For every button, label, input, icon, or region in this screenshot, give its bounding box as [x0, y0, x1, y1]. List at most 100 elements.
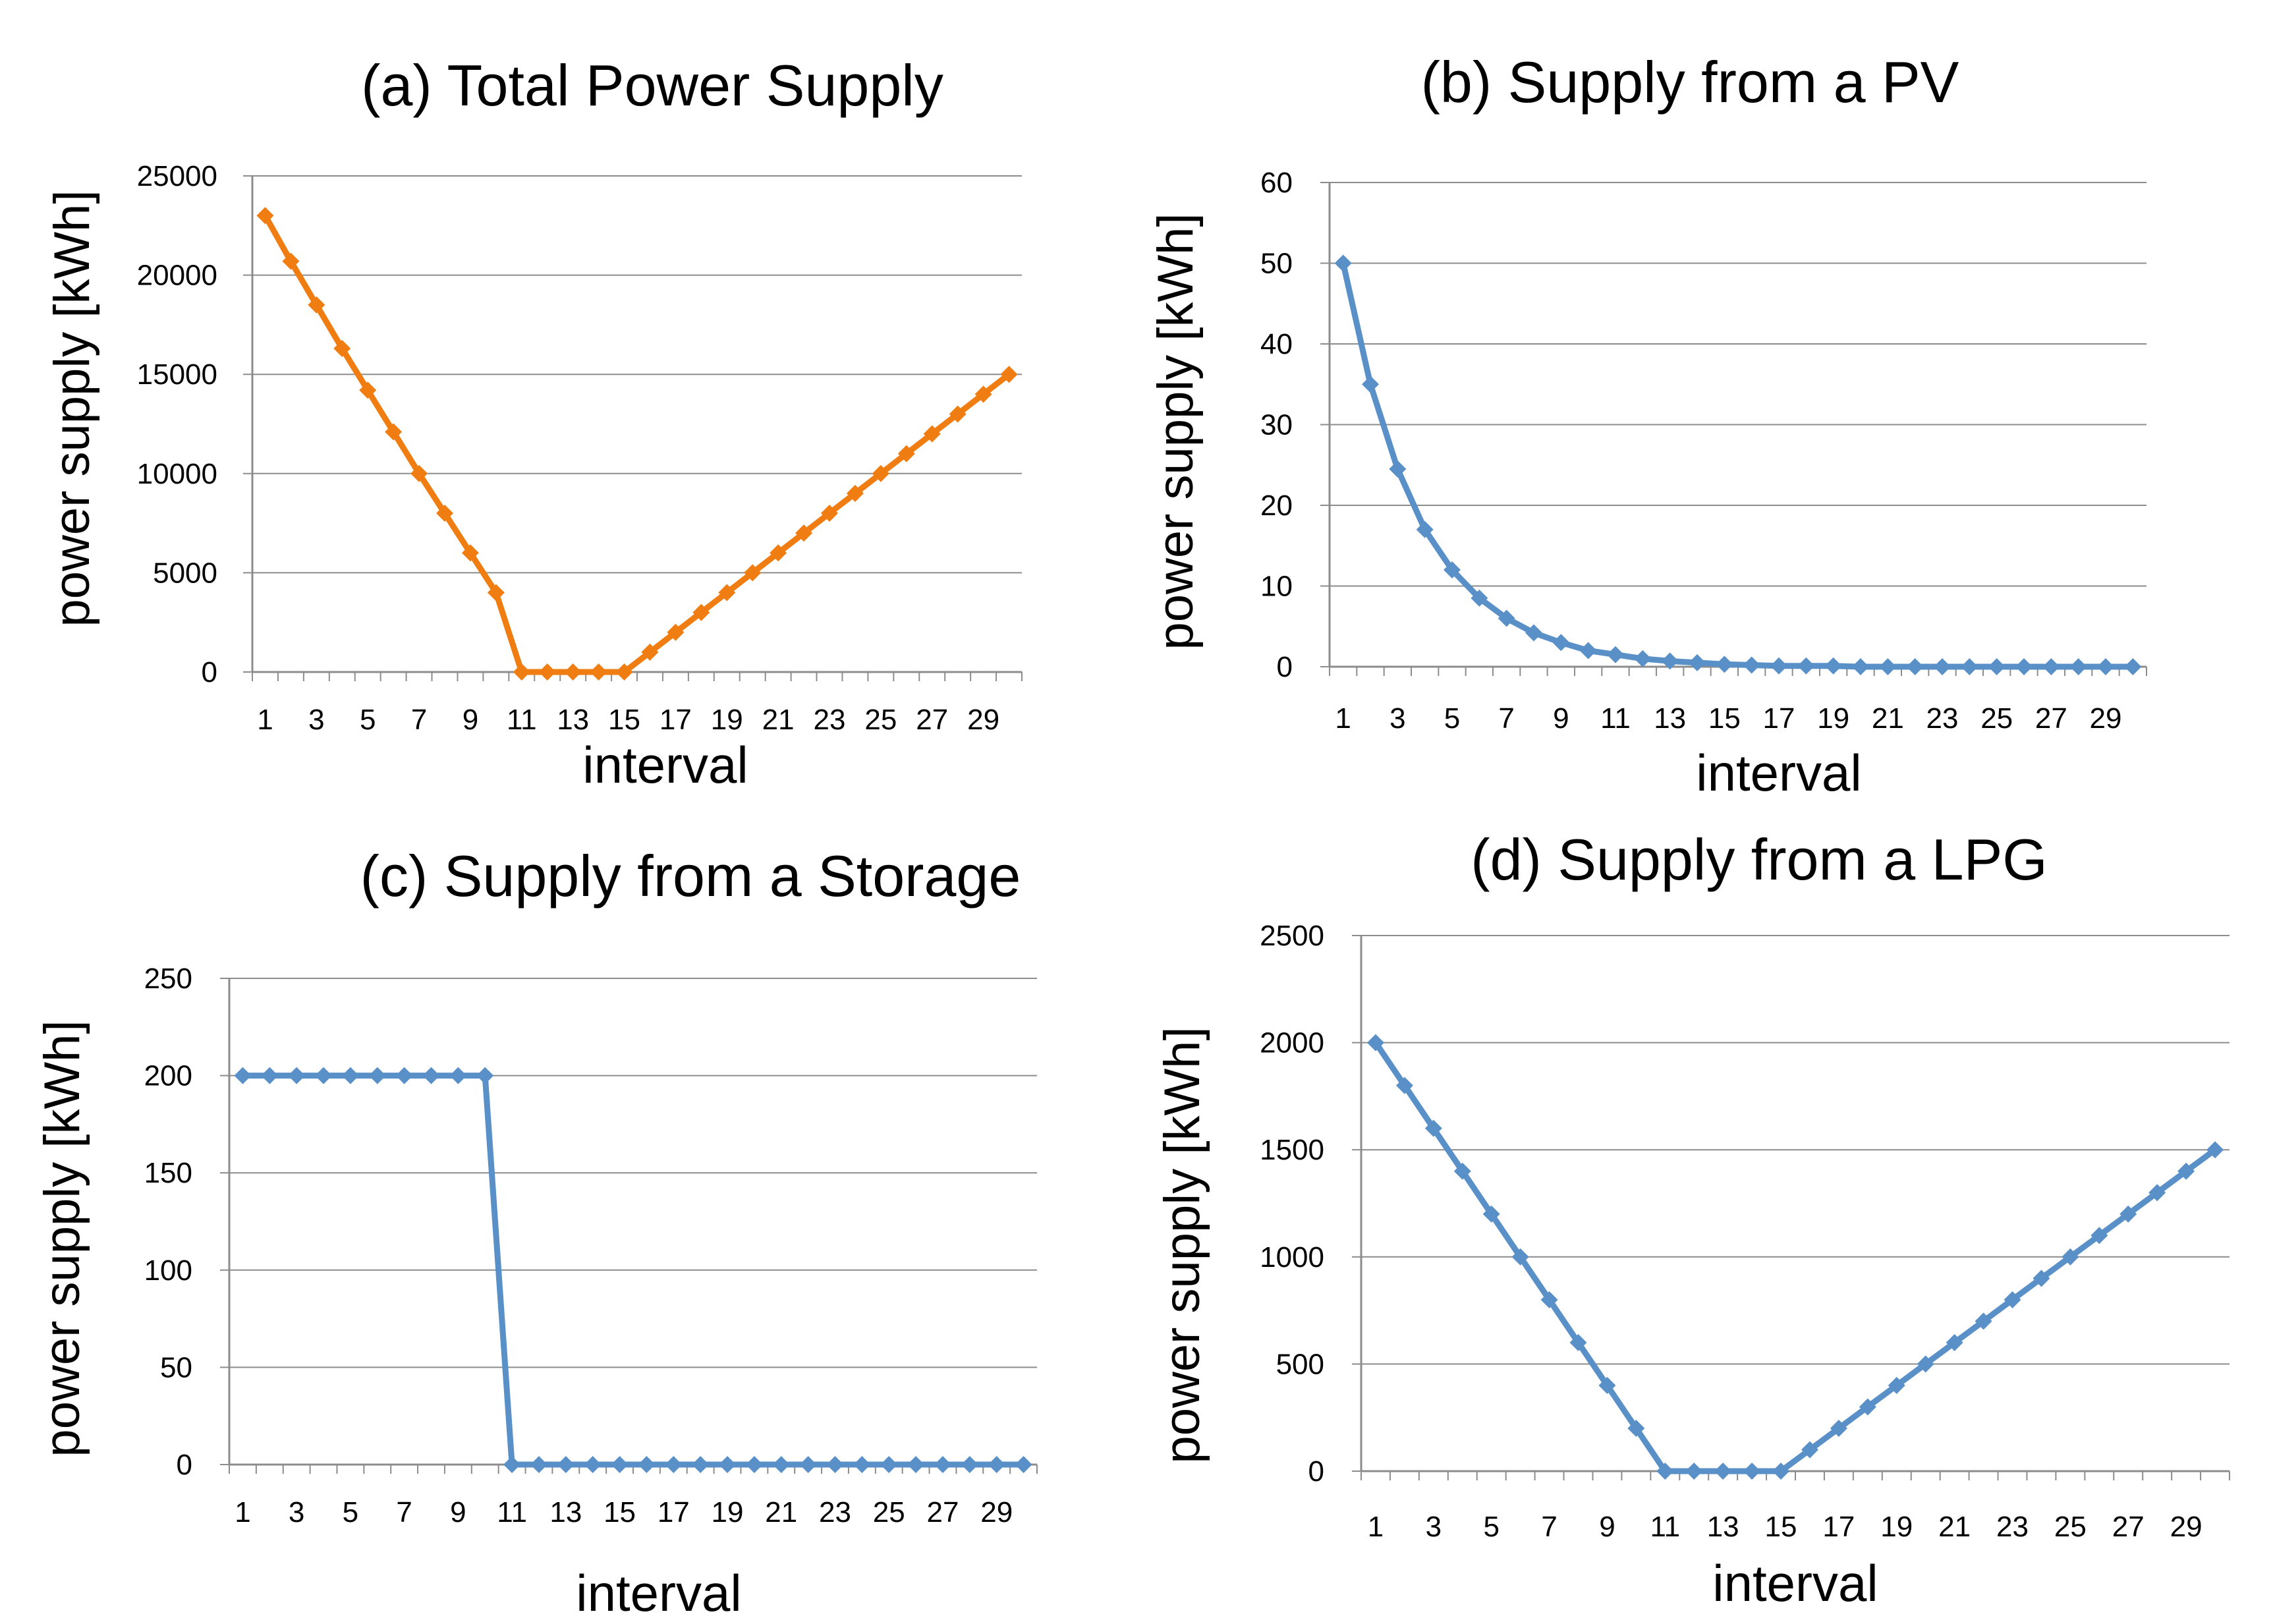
chart-d-data-point [1424, 1119, 1442, 1137]
chart-c-ytick-label: 150 [144, 1157, 192, 1189]
chart-d-ylabel: power supply [kWh] [1154, 1026, 1210, 1463]
chart-d-data-point [1598, 1376, 1616, 1394]
chart-a-xtick-label: 15 [608, 704, 640, 736]
chart-d-xtick-label: 11 [1650, 1511, 1680, 1543]
chart-d-xtick-label: 23 [1996, 1511, 2029, 1543]
chart-d-xtick-label: 5 [1483, 1511, 1499, 1543]
chart-c-data-point [934, 1456, 951, 1473]
chart-c-data-point [449, 1067, 467, 1084]
chart-c-data-point [530, 1456, 547, 1473]
chart-a-data-point [974, 385, 992, 403]
chart-c-data-point [368, 1067, 386, 1084]
chart-a-ytick-label: 10000 [137, 458, 217, 490]
chart-b-data-point [1689, 654, 1706, 671]
chart-d-title: (d) Supply from a LPG [1471, 827, 2047, 892]
chart-d-xtick-label: 13 [1707, 1511, 1739, 1543]
chart-b-data-point [2097, 658, 2114, 675]
chart-d-data-point [1946, 1333, 1963, 1351]
chart-b-ytick-label: 60 [1260, 167, 1293, 199]
chart-b-data-point [1824, 657, 1842, 675]
chart-c-xtick-label: 5 [343, 1496, 358, 1528]
chart-a-xtick-label: 19 [711, 704, 743, 736]
chart-c-data-point [288, 1067, 306, 1084]
chart-a-data-point [821, 505, 838, 522]
chart-b-data-point [2124, 658, 2142, 675]
chart-c-xtick-label: 21 [765, 1496, 797, 1528]
chart-b-data-point [1961, 658, 1978, 675]
chart-b-data-point [1634, 650, 1652, 667]
chart-c-data-point [261, 1067, 279, 1084]
chart-a-data-point [770, 544, 787, 562]
chart-d-data-point [1482, 1205, 1500, 1223]
chart-b-data-point [1852, 658, 1869, 675]
chart-a-xtick-label: 23 [814, 704, 846, 736]
chart-a-series-line [262, 212, 1012, 675]
chart-a-data-point [436, 505, 453, 522]
chart-c-xtick-label: 17 [658, 1496, 690, 1528]
chart-d-data-point [2033, 1270, 2050, 1287]
chart-b-data-point [1879, 658, 1897, 675]
chart-c-xtick-label: 29 [980, 1496, 1013, 1528]
chart-a-xtick-label: 29 [967, 704, 999, 736]
chart-a-data-point [564, 663, 582, 681]
chart-b-data-point [1444, 561, 1461, 578]
chart-a-xtick-label: 7 [411, 704, 427, 736]
chart-c-data-point [853, 1456, 871, 1473]
chart-c-xtick-label: 3 [289, 1496, 304, 1528]
chart-c-xlabel: interval [576, 1564, 741, 1622]
chart-d-data-point [1540, 1291, 1558, 1308]
chart-d-xtick-label: 19 [1880, 1511, 1913, 1543]
chart-a-ytick-label: 20000 [137, 260, 217, 292]
chart-a-data-point [410, 464, 428, 482]
chart-b-ytick-label: 0 [1277, 651, 1293, 683]
chart-c-data-point [638, 1456, 656, 1473]
chart-c-xtick-label: 1 [235, 1496, 250, 1528]
chart-d-xtick-label: 3 [1426, 1511, 1442, 1543]
chart-d-xtick-label: 27 [2112, 1511, 2145, 1543]
chart-c-data-point [772, 1456, 790, 1473]
chart-d-data-point [1627, 1419, 1645, 1437]
chart-a-data-point [538, 663, 556, 681]
chart-b-data-point [1525, 624, 1542, 642]
chart-d-data-point [1801, 1441, 1818, 1459]
chart-b-data-point [2015, 658, 2033, 675]
chart-a-xtick-label: 9 [463, 704, 478, 736]
chart-d-data-point [2206, 1141, 2224, 1159]
chart-d-data-point [1453, 1162, 1471, 1180]
chart-panel-a: (a) Total Power Supply power supply [kWh… [44, 53, 1023, 794]
chart-c-xtick-label: 25 [873, 1496, 905, 1528]
chart-b-xtick-label: 23 [1926, 702, 1959, 735]
chart-b-ylabel: power supply [kWh] [1148, 213, 1204, 650]
chart-a-data-point [667, 623, 685, 641]
chart-a-data-point [718, 584, 736, 602]
chart-b-data-point [1362, 376, 1379, 393]
chart-b-xtick-label: 15 [1708, 702, 1741, 735]
chart-c-ytick-label: 100 [144, 1254, 192, 1287]
chart-b-series-line [1340, 260, 2136, 670]
chart-a-data-point [795, 524, 813, 542]
chart-a-data-point [308, 296, 325, 314]
chart-a-xtick-label: 21 [762, 704, 795, 736]
chart-c-data-point [611, 1456, 629, 1473]
chart-c-data-point [745, 1456, 763, 1473]
chart-c-data-point [1015, 1456, 1032, 1473]
chart-a-data-point [513, 663, 530, 681]
chart-c-xtick-label: 11 [497, 1496, 527, 1528]
chart-d-xtick-label: 17 [1822, 1511, 1855, 1543]
chart-c-ytick-label: 0 [177, 1449, 192, 1481]
chart-c-xtick-label: 23 [819, 1496, 851, 1528]
chart-d-data-point [2148, 1184, 2166, 1202]
chart-d-data-point [1917, 1355, 1934, 1373]
chart-a-xtick-label: 25 [864, 704, 897, 736]
chart-d-data-point [1366, 1034, 1384, 1051]
chart-d-xtick-label: 1 [1368, 1511, 1384, 1543]
chart-a-data-point [461, 544, 479, 562]
chart-a-xtick-label: 3 [308, 704, 324, 736]
chart-b-data-point [2042, 658, 2060, 675]
chart-c-data-point [395, 1067, 413, 1084]
chart-d-data-point [1395, 1077, 1413, 1094]
chart-d-ytick-label: 1000 [1260, 1241, 1324, 1274]
